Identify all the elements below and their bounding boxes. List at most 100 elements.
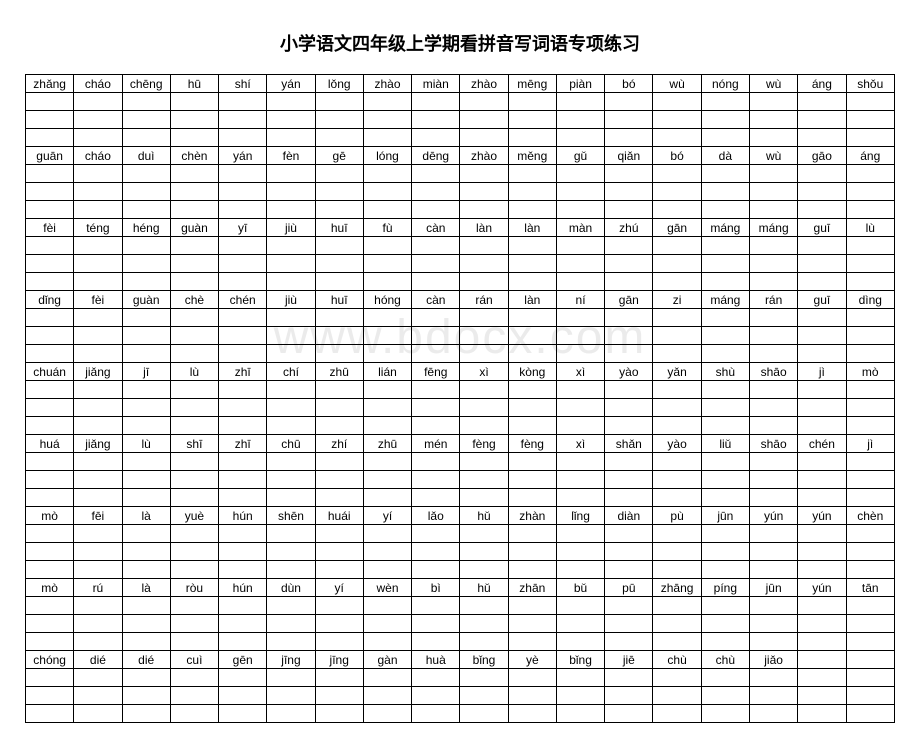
pinyin-cell: chū (267, 435, 315, 453)
write-cell (846, 687, 894, 705)
write-cell (460, 165, 508, 183)
write-cell (170, 93, 218, 111)
write-cell (315, 111, 363, 129)
write-cell (556, 399, 604, 417)
write-cell (315, 453, 363, 471)
write-cell (219, 489, 267, 507)
write-cell (122, 633, 170, 651)
write-cell (846, 201, 894, 219)
pinyin-cell: chuán (26, 363, 74, 381)
write-cell (122, 525, 170, 543)
pinyin-cell: ròu (170, 579, 218, 597)
write-cell (122, 183, 170, 201)
pinyin-cell: là (122, 579, 170, 597)
write-cell (508, 309, 556, 327)
pinyin-cell: máng (701, 219, 749, 237)
write-cell (267, 201, 315, 219)
write-cell (412, 309, 460, 327)
pinyin-cell: zhū (315, 363, 363, 381)
page-title: 小学语文四年级上学期看拼音写词语专项练习 (25, 30, 895, 56)
write-cell (74, 93, 122, 111)
write-cell (122, 471, 170, 489)
pinyin-cell: huī (315, 219, 363, 237)
write-cell (267, 237, 315, 255)
write-cell (605, 489, 653, 507)
write-cell (122, 453, 170, 471)
pinyin-cell: làn (508, 219, 556, 237)
pinyin-cell: chù (653, 651, 701, 669)
write-cell (460, 183, 508, 201)
write-cell (605, 111, 653, 129)
write-cell (701, 471, 749, 489)
pinyin-cell: jiē (605, 651, 653, 669)
write-cell (412, 273, 460, 291)
pinyin-cell: gàn (363, 651, 411, 669)
write-cell (122, 417, 170, 435)
write-cell (460, 345, 508, 363)
write-cell (363, 183, 411, 201)
write-cell (315, 201, 363, 219)
write-cell (749, 309, 797, 327)
write-cell (460, 327, 508, 345)
write-cell (363, 705, 411, 723)
write-cell (267, 255, 315, 273)
write-cell (219, 687, 267, 705)
write-cell (412, 183, 460, 201)
pinyin-cell: chèn (170, 147, 218, 165)
write-cell (798, 237, 846, 255)
pinyin-cell: càn (412, 291, 460, 309)
pinyin-cell: lù (170, 363, 218, 381)
pinyin-cell: yán (267, 75, 315, 93)
write-cell (122, 111, 170, 129)
pinyin-cell: zhǎng (26, 75, 74, 93)
write-cell (798, 201, 846, 219)
write-cell (74, 705, 122, 723)
write-cell (605, 237, 653, 255)
write-cell (315, 327, 363, 345)
pinyin-cell: fēng (412, 363, 460, 381)
write-cell (556, 489, 604, 507)
write-cell (846, 345, 894, 363)
write-cell (170, 345, 218, 363)
write-cell (26, 561, 74, 579)
pinyin-cell: yuè (170, 507, 218, 525)
write-cell (508, 525, 556, 543)
write-cell (412, 633, 460, 651)
write-cell (363, 453, 411, 471)
write-cell (701, 129, 749, 147)
write-cell (26, 525, 74, 543)
write-cell (412, 399, 460, 417)
write-cell (701, 309, 749, 327)
write-cell (653, 309, 701, 327)
write-cell (74, 633, 122, 651)
write-cell (798, 633, 846, 651)
write-cell (556, 381, 604, 399)
pinyin-cell: jiù (267, 291, 315, 309)
write-cell (122, 327, 170, 345)
write-cell (556, 597, 604, 615)
pinyin-cell: lǒng (315, 75, 363, 93)
pinyin-cell: shí (219, 75, 267, 93)
write-cell (412, 669, 460, 687)
pinyin-cell: tān (846, 579, 894, 597)
pinyin-cell: bǐng (460, 651, 508, 669)
write-cell (363, 93, 411, 111)
write-cell (412, 111, 460, 129)
write-cell (122, 543, 170, 561)
write-cell (170, 525, 218, 543)
pinyin-cell: fèng (460, 435, 508, 453)
write-cell (26, 399, 74, 417)
write-cell (798, 489, 846, 507)
write-cell (363, 543, 411, 561)
pinyin-cell: cháo (74, 147, 122, 165)
write-cell (653, 417, 701, 435)
write-cell (701, 183, 749, 201)
write-cell (74, 471, 122, 489)
write-cell (267, 633, 315, 651)
write-cell (653, 273, 701, 291)
write-cell (508, 273, 556, 291)
write-cell (74, 345, 122, 363)
write-cell (460, 525, 508, 543)
write-cell (412, 201, 460, 219)
write-cell (749, 255, 797, 273)
